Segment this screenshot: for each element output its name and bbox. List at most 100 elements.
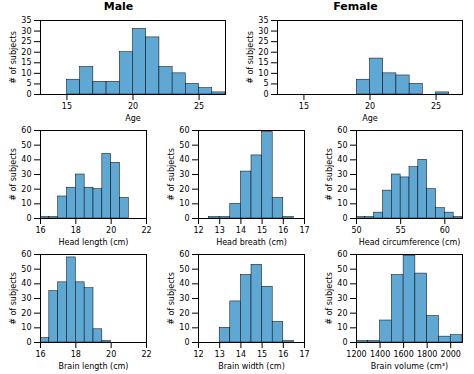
svg-text:10: 10 <box>21 199 31 208</box>
svg-text:40: 40 <box>337 155 347 164</box>
svg-text:10: 10 <box>258 69 268 78</box>
svg-text:# of subjects: # of subjects <box>9 31 18 84</box>
svg-text:14: 14 <box>236 350 246 359</box>
svg-text:40: 40 <box>21 279 31 288</box>
svg-text:2000: 2000 <box>441 350 461 359</box>
svg-text:15: 15 <box>62 102 72 111</box>
svg-text:22: 22 <box>141 350 151 359</box>
svg-text:15: 15 <box>257 350 267 359</box>
svg-text:40: 40 <box>179 155 189 164</box>
svg-text:16: 16 <box>35 226 45 235</box>
svg-text:25: 25 <box>21 37 31 46</box>
svg-text:20: 20 <box>106 226 116 235</box>
svg-text:17: 17 <box>299 226 309 235</box>
svg-text:30: 30 <box>21 27 31 36</box>
svg-text:17: 17 <box>299 350 309 359</box>
svg-text:60: 60 <box>179 126 189 135</box>
svg-text:# of subjects: # of subjects <box>325 272 334 325</box>
svg-text:20: 20 <box>128 102 138 111</box>
svg-text:10: 10 <box>337 323 347 332</box>
svg-text:1800: 1800 <box>417 350 437 359</box>
svg-text:40: 40 <box>21 155 31 164</box>
svg-text:20: 20 <box>106 350 116 359</box>
svg-text:40: 40 <box>337 279 347 288</box>
svg-text:25: 25 <box>258 37 268 46</box>
svg-text:Head circumference (cm): Head circumference (cm) <box>359 238 461 247</box>
svg-text:30: 30 <box>337 294 347 303</box>
svg-text:50: 50 <box>351 226 361 235</box>
svg-text:25: 25 <box>431 102 441 111</box>
svg-text:10: 10 <box>179 199 189 208</box>
svg-text:20: 20 <box>21 309 31 318</box>
svg-text:10: 10 <box>337 199 347 208</box>
svg-text:30: 30 <box>179 170 189 179</box>
svg-text:0: 0 <box>184 214 189 223</box>
svg-text:16: 16 <box>35 350 45 359</box>
svg-text:16: 16 <box>278 226 288 235</box>
svg-text:1200: 1200 <box>346 350 366 359</box>
svg-text:55: 55 <box>396 226 406 235</box>
svg-text:0: 0 <box>342 338 347 347</box>
svg-text:50: 50 <box>337 141 347 150</box>
svg-text:20: 20 <box>337 185 347 194</box>
svg-text:13: 13 <box>215 350 225 359</box>
svg-text:30: 30 <box>21 170 31 179</box>
svg-text:# of subjects: # of subjects <box>9 272 18 325</box>
svg-text:0: 0 <box>26 214 31 223</box>
svg-text:0: 0 <box>26 90 31 99</box>
svg-text:10: 10 <box>21 323 31 332</box>
svg-text:18: 18 <box>71 226 81 235</box>
svg-text:0: 0 <box>263 90 268 99</box>
svg-text:14: 14 <box>236 226 246 235</box>
svg-text:# of subjects: # of subjects <box>9 148 18 201</box>
svg-text:# of subjects: # of subjects <box>167 148 176 201</box>
svg-text:# of subjects: # of subjects <box>325 148 334 201</box>
svg-text:20: 20 <box>21 48 31 57</box>
svg-text:30: 30 <box>21 294 31 303</box>
svg-text:1400: 1400 <box>370 350 390 359</box>
svg-text:12: 12 <box>193 226 203 235</box>
svg-text:20: 20 <box>258 48 268 57</box>
svg-text:30: 30 <box>179 294 189 303</box>
svg-text:# of subjects: # of subjects <box>167 272 176 325</box>
svg-text:60: 60 <box>337 250 347 259</box>
svg-text:# of subjects: # of subjects <box>246 31 255 84</box>
svg-text:25: 25 <box>194 102 204 111</box>
svg-text:0: 0 <box>342 214 347 223</box>
svg-text:15: 15 <box>299 102 309 111</box>
svg-text:16: 16 <box>278 350 288 359</box>
svg-text:20: 20 <box>179 185 189 194</box>
svg-text:50: 50 <box>337 265 347 274</box>
svg-text:30: 30 <box>337 170 347 179</box>
svg-text:Age: Age <box>362 114 378 123</box>
svg-text:15: 15 <box>21 58 31 67</box>
svg-text:30: 30 <box>258 27 268 36</box>
svg-text:5: 5 <box>263 79 268 88</box>
svg-text:60: 60 <box>21 126 31 135</box>
svg-text:1600: 1600 <box>393 350 413 359</box>
svg-text:0: 0 <box>26 338 31 347</box>
svg-text:0: 0 <box>184 338 189 347</box>
svg-text:Age: Age <box>125 114 141 123</box>
svg-text:10: 10 <box>179 323 189 332</box>
svg-text:50: 50 <box>21 265 31 274</box>
svg-text:35: 35 <box>258 16 268 25</box>
svg-text:10: 10 <box>21 69 31 78</box>
svg-text:5: 5 <box>26 79 31 88</box>
svg-text:20: 20 <box>21 185 31 194</box>
svg-text:60: 60 <box>440 226 450 235</box>
svg-text:20: 20 <box>365 102 375 111</box>
svg-text:35: 35 <box>21 16 31 25</box>
svg-text:12: 12 <box>193 350 203 359</box>
svg-text:Head length (cm): Head length (cm) <box>59 238 129 247</box>
svg-text:Head breath (cm): Head breath (cm) <box>216 238 287 247</box>
svg-text:20: 20 <box>179 309 189 318</box>
svg-text:Brain width (cm): Brain width (cm) <box>218 362 285 371</box>
svg-text:40: 40 <box>179 279 189 288</box>
svg-text:15: 15 <box>258 58 268 67</box>
svg-text:15: 15 <box>257 226 267 235</box>
svg-text:50: 50 <box>179 265 189 274</box>
svg-text:22: 22 <box>141 226 151 235</box>
svg-text:Brain length (cm): Brain length (cm) <box>59 362 129 371</box>
svg-text:50: 50 <box>21 141 31 150</box>
